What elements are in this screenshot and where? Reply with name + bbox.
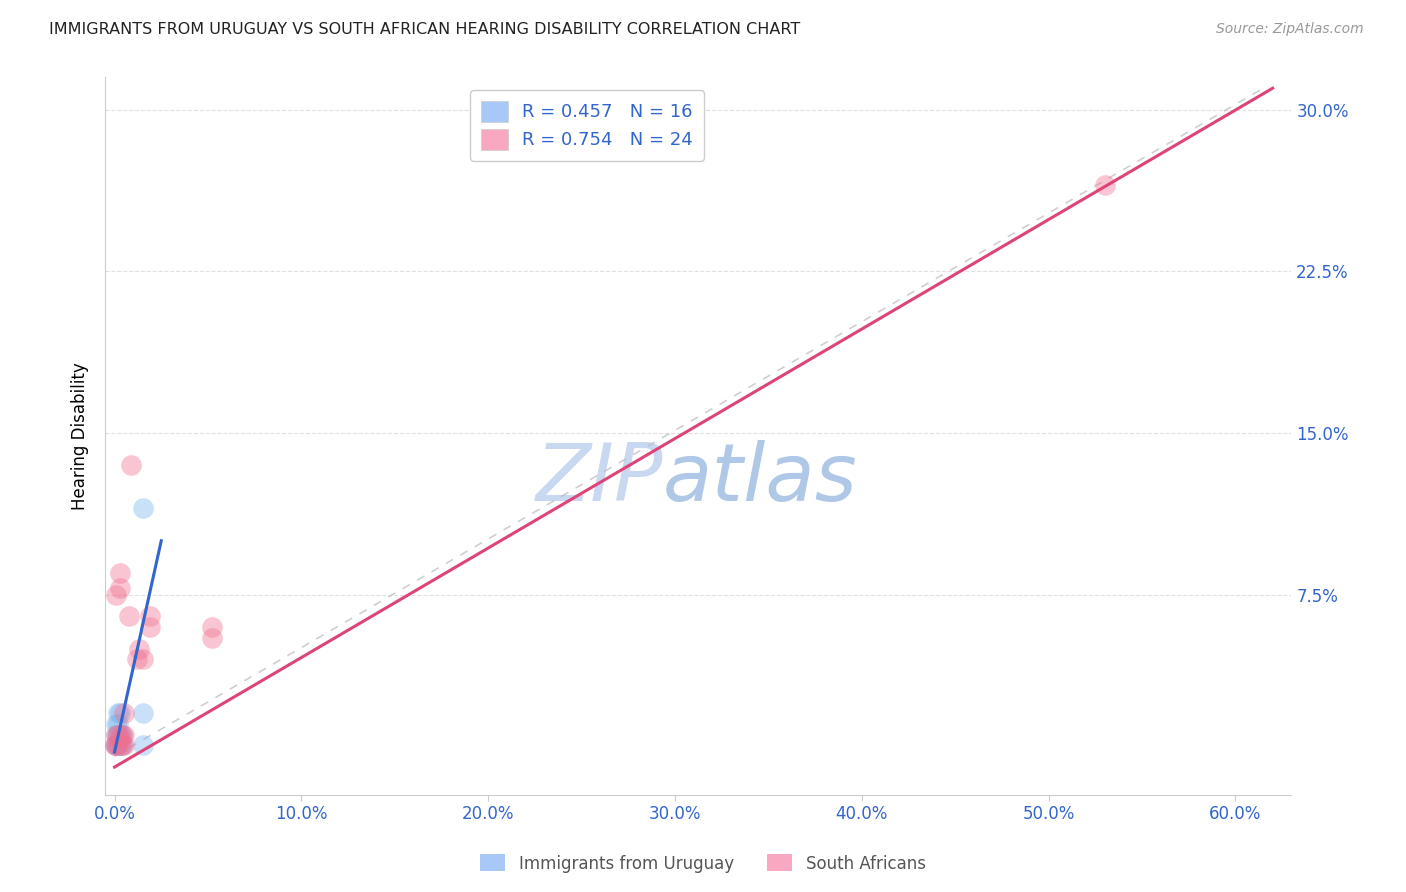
Y-axis label: Hearing Disability: Hearing Disability — [72, 362, 89, 510]
Point — [107, 739, 129, 753]
Point — [105, 728, 128, 742]
Point — [108, 706, 131, 721]
Point — [107, 717, 129, 731]
Point — [107, 728, 129, 742]
Point — [1094, 178, 1116, 193]
Point — [107, 706, 129, 721]
Point — [131, 501, 153, 516]
Point — [108, 566, 131, 580]
Point — [120, 458, 142, 473]
Legend: R = 0.457   N = 16, R = 0.754   N = 24: R = 0.457 N = 16, R = 0.754 N = 24 — [470, 90, 704, 161]
Text: Source: ZipAtlas.com: Source: ZipAtlas.com — [1216, 22, 1364, 37]
Point — [103, 739, 125, 753]
Point — [105, 728, 128, 742]
Point — [108, 732, 131, 747]
Text: IMMIGRANTS FROM URUGUAY VS SOUTH AFRICAN HEARING DISABILITY CORRELATION CHART: IMMIGRANTS FROM URUGUAY VS SOUTH AFRICAN… — [49, 22, 800, 37]
Point — [108, 581, 131, 595]
Point — [128, 641, 150, 656]
Text: atlas: atlas — [662, 441, 858, 518]
Point — [139, 620, 162, 634]
Point — [112, 728, 135, 742]
Point — [131, 706, 153, 721]
Point — [111, 739, 134, 753]
Point — [201, 631, 224, 645]
Point — [125, 652, 148, 666]
Point — [139, 609, 162, 624]
Point — [112, 739, 135, 753]
Point — [105, 588, 128, 602]
Point — [111, 739, 134, 753]
Point — [131, 652, 153, 666]
Point — [107, 728, 129, 742]
Point — [131, 739, 153, 753]
Point — [201, 620, 224, 634]
Point — [111, 728, 134, 742]
Text: ZIP: ZIP — [536, 441, 662, 518]
Point — [103, 739, 125, 753]
Point — [107, 739, 129, 753]
Point — [105, 739, 128, 753]
Point — [111, 728, 134, 742]
Point — [105, 739, 128, 753]
Point — [118, 609, 141, 624]
Point — [108, 739, 131, 753]
Point — [105, 717, 128, 731]
Point — [112, 706, 135, 721]
Legend: Immigrants from Uruguay, South Africans: Immigrants from Uruguay, South Africans — [474, 847, 932, 880]
Point — [108, 728, 131, 742]
